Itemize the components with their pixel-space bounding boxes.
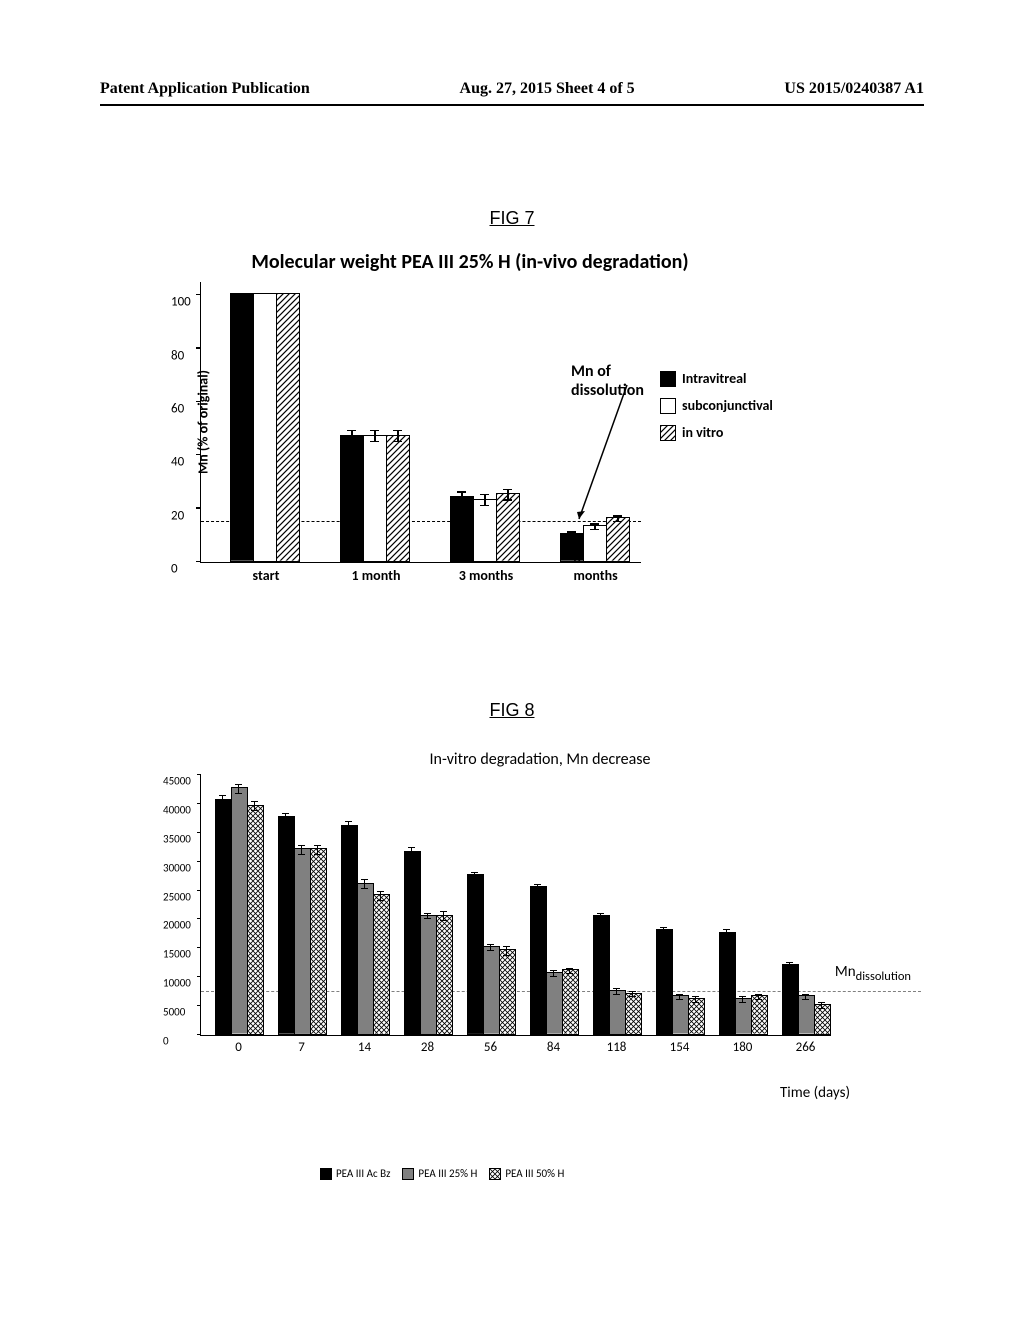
fig7-legend-item: subconjunctival: [660, 397, 773, 414]
fig8-ytick: 10000: [163, 977, 191, 990]
fig8-bar: [751, 995, 768, 1035]
fig8-xtick: 118: [607, 1040, 627, 1055]
header-right: US 2015/0240387 A1: [784, 80, 924, 98]
fig8-bar: [782, 964, 799, 1035]
fig8-bar: [625, 993, 642, 1035]
fig8-bar: [420, 915, 437, 1035]
fig8-bar: [609, 990, 626, 1035]
fig8-xtick: 7: [298, 1040, 305, 1055]
fig8-bar: [656, 929, 673, 1035]
fig8-bar: [231, 787, 248, 1035]
fig7-legend-item: Intravitreal: [660, 370, 773, 387]
fig7-ytick: 60: [171, 402, 184, 417]
fig7-xtick: 1 month: [352, 567, 401, 584]
fig8-bar: [499, 949, 516, 1035]
fig8-bar: [546, 972, 563, 1035]
fig7-legend: Intravitreal subconjunctival in vitro: [660, 370, 773, 451]
fig7-ytick: 0: [171, 562, 178, 577]
fig8-chart: In-vitro degradation, Mn decrease Molecu…: [130, 750, 890, 1130]
fig8-bar: [735, 998, 752, 1035]
header-rule: [100, 104, 924, 106]
fig8-ytick: 15000: [163, 948, 191, 961]
fig8-bar: [310, 848, 327, 1035]
fig7-ytick: 40: [171, 455, 184, 470]
fig8-bar: [672, 995, 689, 1035]
fig7-bar: [496, 493, 520, 562]
fig8-annotation: Mndissolution: [835, 963, 911, 984]
fig7-xtick: 6 months: [574, 550, 619, 584]
fig7-bar: [386, 435, 410, 562]
fig8-ytick: 20000: [163, 919, 191, 932]
fig8-title: In-vitro degradation, Mn decrease: [190, 750, 890, 769]
fig7-ytick: 20: [171, 508, 184, 523]
fig7-bar: [253, 293, 277, 562]
fig7-bar: [473, 499, 497, 562]
fig8-ytick: 0: [163, 1035, 169, 1048]
fig8-bar: [404, 851, 421, 1035]
fig8-xtick: 14: [358, 1040, 371, 1055]
fig8-bar: [215, 799, 232, 1035]
fig7-ylabel: Mn (% of original): [195, 370, 212, 474]
fig8-bar: [467, 874, 484, 1035]
fig8-ytick: 40000: [163, 803, 191, 816]
fig8-xtick: 56: [484, 1040, 497, 1055]
fig8-bar: [294, 848, 311, 1035]
fig7-bar: [450, 496, 474, 562]
fig8-bar: [719, 932, 736, 1035]
fig8-legend: PEA III Ac Bz PEA III 25% H PEA III 50% H: [320, 1167, 564, 1180]
fig7-legend-item: in vitro: [660, 424, 773, 441]
fig8-xtick: 0: [235, 1040, 242, 1055]
fig7-annotation: Mn of dissolution: [571, 362, 644, 400]
header-center: Aug. 27, 2015 Sheet 4 of 5: [460, 80, 635, 98]
fig7-ytick: 100: [171, 295, 191, 310]
fig8-bar: [373, 894, 390, 1035]
fig8-xtick: 84: [547, 1040, 560, 1055]
fig8-legend-item: PEA III Ac Bz: [320, 1167, 390, 1180]
fig8-legend-item: PEA III 50% H: [489, 1167, 564, 1180]
fig8-xtick: 266: [796, 1040, 816, 1055]
fig8-bar: [341, 825, 358, 1035]
fig8-xlabel: Time (days): [780, 1084, 850, 1102]
fig8-xtick: 180: [733, 1040, 753, 1055]
header-left: Patent Application Publication: [100, 80, 310, 98]
fig8-ytick: 45000: [163, 775, 191, 788]
fig8-ytick: 5000: [163, 1006, 185, 1019]
fig7-bar: [363, 435, 387, 562]
fig8-bar: [530, 886, 547, 1035]
fig8-bar: [436, 915, 453, 1035]
fig7-chart: Molecular weight PEA III 25% H (in-vivo …: [130, 250, 810, 610]
fig7-xtick: start: [253, 567, 280, 584]
fig8-ytick: 35000: [163, 832, 191, 845]
fig7-bar: [230, 293, 254, 562]
fig7-bar: [276, 293, 300, 562]
fig7-title: Molecular weight PEA III 25% H (in-vivo …: [130, 250, 810, 274]
fig8-bar: [562, 969, 579, 1035]
fig8-bar: [357, 883, 374, 1035]
fig8-xtick: 154: [670, 1040, 690, 1055]
fig7-label: FIG 7: [0, 208, 1024, 229]
fig8-bar: [688, 998, 705, 1035]
fig7-bar: [340, 435, 364, 562]
fig7-xtick: 3 months: [459, 567, 514, 584]
fig8-bar: [593, 915, 610, 1035]
fig8-ytick: 25000: [163, 890, 191, 903]
fig8-xtick: 28: [421, 1040, 434, 1055]
fig8-label: FIG 8: [0, 700, 1024, 721]
fig8-bar: [483, 946, 500, 1035]
fig8-ytick: 30000: [163, 861, 191, 874]
fig7-ytick: 80: [171, 348, 184, 363]
fig8-bar: [278, 816, 295, 1035]
fig8-bar: [247, 805, 264, 1035]
fig8-bar: [798, 995, 815, 1035]
fig8-legend-item: PEA III 25% H: [402, 1167, 477, 1180]
